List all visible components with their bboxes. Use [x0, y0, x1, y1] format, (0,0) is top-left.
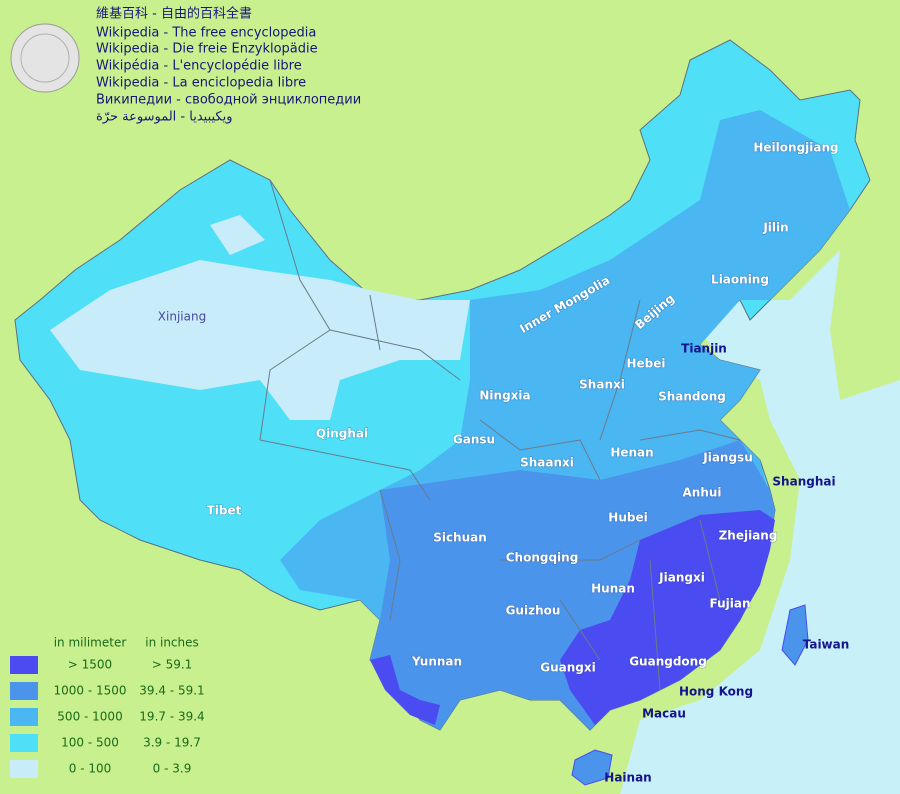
legend-header: in milimeter — [54, 636, 127, 650]
region-label: Hainan — [604, 771, 651, 785]
region-label: Hubei — [608, 511, 647, 525]
legend-mm: 0 - 100 — [69, 762, 112, 776]
region-label: Taiwan — [803, 638, 850, 652]
region-label: Qinghai — [316, 427, 368, 441]
legend: in milimeter in inches > 1500 > 59.1 1000 … — [10, 636, 205, 778]
region-label: Tibet — [207, 504, 242, 518]
region-label: Jiangsu — [702, 451, 753, 465]
region-label: Hebei — [626, 357, 665, 371]
region-label: Xinjiang — [158, 310, 206, 324]
region-label: Heilongjiang — [753, 141, 838, 155]
header-line: Wikipedia - The free encyclopedia — [96, 26, 316, 41]
legend-swatch — [10, 734, 38, 752]
legend-in: 19.7 - 39.4 — [139, 710, 204, 724]
region-label: Guizhou — [506, 604, 561, 618]
region-label: Fujian — [709, 597, 750, 611]
region-label: Sichuan — [433, 531, 487, 545]
legend-swatch — [10, 682, 38, 700]
region-label: Hunan — [591, 582, 635, 596]
legend-header: in inches — [145, 636, 199, 650]
legend-in: > 59.1 — [152, 658, 193, 672]
legend-in: 3.9 - 19.7 — [143, 736, 201, 750]
header-line: Wikipedia - La enciclopedia libre — [96, 76, 306, 91]
region-label: Shaanxi — [520, 456, 574, 470]
legend-swatch — [10, 760, 38, 778]
region-label: Jilin — [762, 221, 788, 235]
region-label: Henan — [610, 446, 653, 460]
region-label: Guangxi — [540, 661, 595, 675]
region-label: Shanxi — [579, 378, 625, 392]
sea — [620, 250, 900, 794]
legend-in: 39.4 - 59.1 — [139, 684, 204, 698]
region-label: Liaoning — [711, 273, 769, 287]
logo — [20, 33, 70, 83]
taiwan-shape — [781, 604, 809, 666]
region-label: Macau — [642, 707, 686, 721]
header-line: Wikipédia - L'encyclopédie libre — [96, 59, 302, 74]
region-label: Ningxia — [479, 389, 530, 403]
legend-in: 0 - 3.9 — [153, 762, 192, 776]
region-label: Shandong — [658, 390, 726, 404]
very-wet-zone — [370, 655, 440, 725]
header-line: Википедии - свободной энциклопедии — [96, 93, 361, 108]
header-line: ويكيبيديا - الموسوعة حرّة — [96, 110, 233, 125]
legend-swatch — [10, 708, 38, 726]
province-borders — [259, 179, 741, 691]
region-label: Anhui — [682, 486, 721, 500]
region-label: Hong Kong — [679, 685, 753, 699]
arid-zone — [210, 215, 265, 255]
region-label: Guangdong — [629, 655, 707, 669]
legend-mm: 500 - 1000 — [57, 710, 122, 724]
legend-mm: 1000 - 1500 — [53, 684, 126, 698]
region-label: Yunnan — [411, 655, 462, 669]
legend-mm: > 1500 — [68, 658, 112, 672]
region-label: Gansu — [453, 433, 495, 447]
header-line: 維基百科 - 自由的百科全書 — [96, 6, 252, 22]
hainan-shape — [571, 749, 613, 786]
legend-swatch — [10, 656, 38, 674]
region-label: Tianjin — [681, 342, 727, 356]
region-label: Jiangxi — [658, 571, 705, 585]
arid-zone — [50, 260, 470, 420]
region-label: Chongqing — [506, 551, 579, 565]
region-label: Shanghai — [772, 475, 835, 489]
legend-mm: 100 - 500 — [61, 736, 119, 750]
very-wet-zone — [560, 510, 775, 725]
header: 維基百科 - 自由的百科全書 Wikipedia - The free ency… — [96, 6, 361, 125]
region-label: Zhejiang — [719, 529, 778, 543]
header-line: Wikipedia - Die freie Enzyklopädie — [96, 42, 318, 57]
